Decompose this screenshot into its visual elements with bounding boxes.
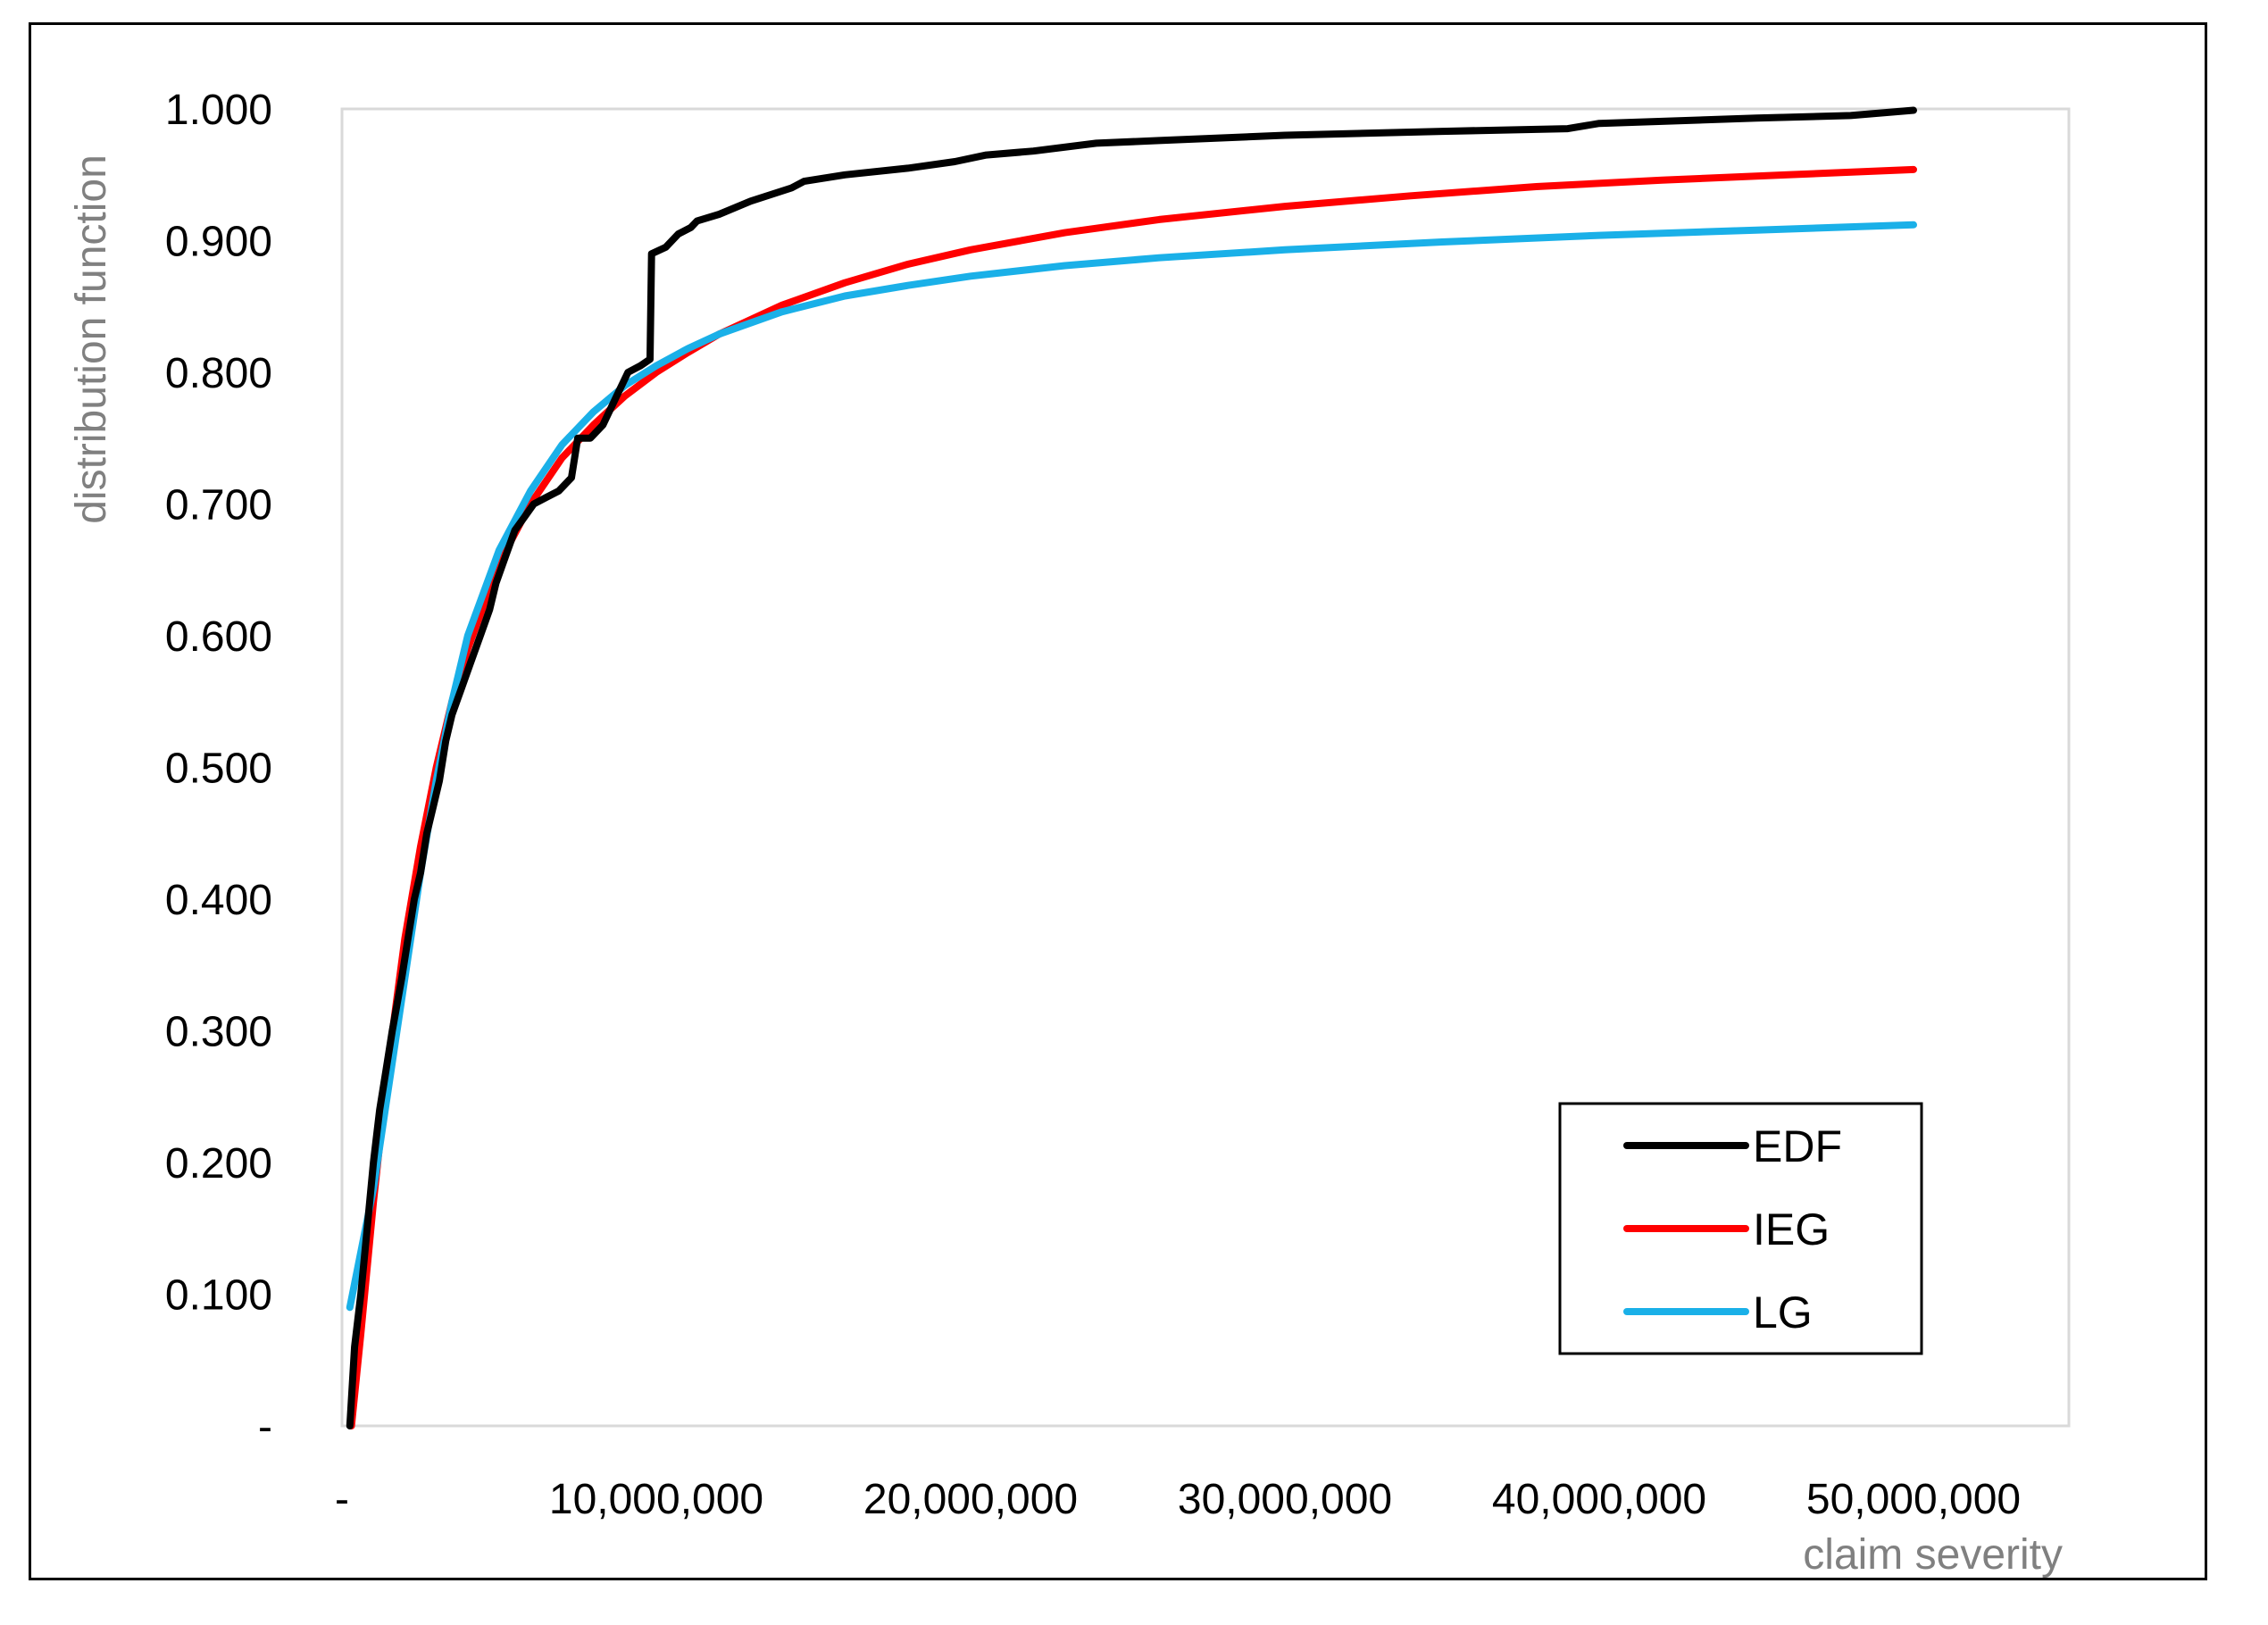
y-tick-label: 0.600 (165, 613, 272, 661)
plot-area (340, 107, 2071, 1428)
x-tick-label: - (335, 1476, 349, 1523)
x-tick-label: 40,000,000 (1492, 1476, 1706, 1523)
y-tick-label: 0.100 (165, 1272, 272, 1320)
x-tick-label: 20,000,000 (863, 1476, 1078, 1523)
y-tick-label: 0.400 (165, 877, 272, 924)
legend-label-edf: EDF (1753, 1121, 1842, 1171)
legend-label-lg: LG (1753, 1288, 1813, 1338)
x-axis-title: claim severity (1803, 1531, 2063, 1579)
y-axis-ticks: - 0.100 0.200 0.300 0.400 0.500 0.600 0.700 0.80… (165, 87, 272, 1451)
y-tick-label: 0.500 (165, 746, 272, 793)
series-line-ieg (347, 165, 1917, 1429)
y-tick-label: - (258, 1404, 272, 1451)
x-tick-label: 10,000,000 (549, 1476, 763, 1523)
series-line-edf (346, 106, 1917, 1429)
y-tick-label: 0.200 (165, 1140, 272, 1188)
x-tick-label: 50,000,000 (1806, 1476, 2021, 1523)
legend-label-ieg: IEG (1753, 1204, 1830, 1254)
y-axis-title: distribution function (68, 154, 115, 524)
y-tick-label: 1.000 (165, 87, 272, 134)
y-tick-label: 0.800 (165, 350, 272, 397)
y-tick-label: 0.700 (165, 482, 272, 529)
legend: EDF IEG LG (1558, 1102, 1923, 1355)
x-tick-label: 30,000,000 (1178, 1476, 1392, 1523)
y-tick-label: 0.300 (165, 1009, 272, 1056)
y-tick-label: 0.900 (165, 219, 272, 266)
series-layer (346, 106, 1917, 1429)
x-axis-ticks: - 10,000,000 20,000,000 30,000,000 40,000,00… (335, 1476, 2021, 1523)
